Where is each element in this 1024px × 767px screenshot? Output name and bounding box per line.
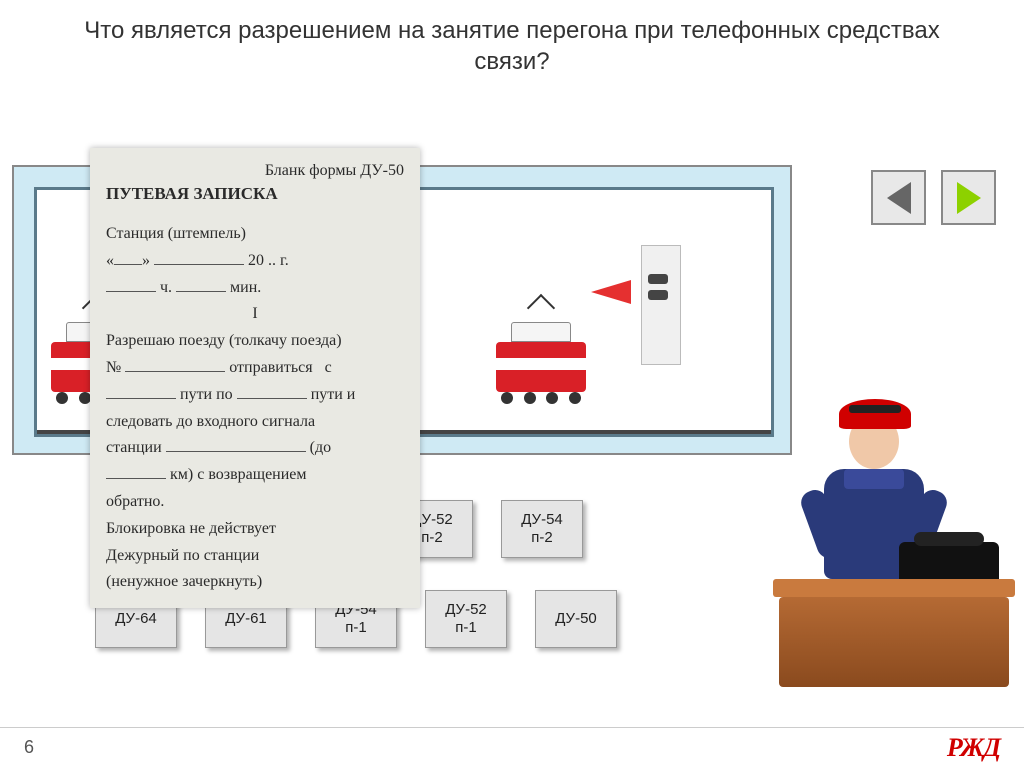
form-number-line: № отправиться с	[106, 356, 404, 381]
prev-button[interactable]	[871, 170, 926, 225]
answer-du52-p1[interactable]: ДУ-52 п-1	[425, 590, 507, 648]
du50-form: Бланк формы ДУ-50 ПУТЕВАЯ ЗАПИСКА Станци…	[90, 148, 420, 608]
form-section: I	[106, 302, 404, 327]
question-title: Что является разрешением на занятие пере…	[0, 0, 1024, 85]
form-permit: Разрешаю поезду (толкачу поезда)	[106, 329, 404, 354]
footer: 6 РЖД	[0, 727, 1024, 767]
form-strike: (ненужное зачеркнуть)	[106, 570, 404, 595]
form-date-line: «» 20 .. г.	[106, 249, 404, 274]
answer-du54-p2[interactable]: ДУ-54 п-2	[501, 500, 583, 558]
form-duty: Дежурный по станции	[106, 544, 404, 569]
form-caption: ПУТЕВАЯ ЗАПИСКА	[106, 184, 404, 204]
entry-signal	[591, 245, 681, 385]
form-path-line: пути по пути и	[106, 383, 404, 408]
dispatcher-scene	[779, 367, 1009, 687]
form-station-label: Станция (штемпель)	[106, 222, 404, 247]
train-right	[496, 310, 586, 410]
form-blank-title: Бланк формы ДУ-50	[106, 162, 404, 180]
form-back: обратно.	[106, 490, 404, 515]
form-block: Блокировка не действует	[106, 517, 404, 542]
next-button[interactable]	[941, 170, 996, 225]
form-follow-line: следовать до входного сигнала	[106, 410, 404, 435]
desk	[779, 597, 1009, 687]
form-station-line: станции (до	[106, 436, 404, 461]
answer-du50[interactable]: ДУ-50	[535, 590, 617, 648]
page-number: 6	[24, 737, 34, 758]
form-km-line: км) с возвращением	[106, 463, 404, 488]
form-time-line: ч. мин.	[106, 276, 404, 301]
rzd-logo: РЖД	[947, 733, 1000, 763]
